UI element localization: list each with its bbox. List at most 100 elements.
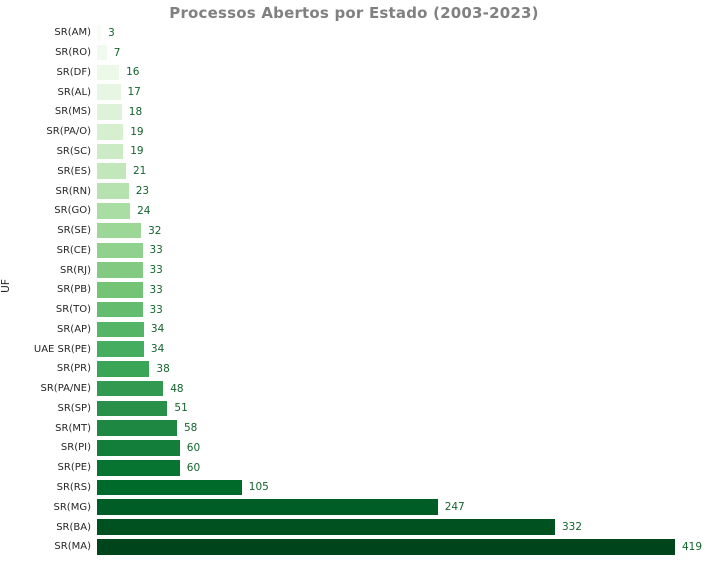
bar-row: SR(PA/NE) 48 xyxy=(0,379,708,399)
bar-value-label: 3 xyxy=(108,26,115,39)
bar-row: SR(SC) 19 xyxy=(0,142,708,162)
y-tick-label: SR(CE) xyxy=(56,244,91,256)
y-tick-label: SR(AM) xyxy=(54,27,91,39)
bar xyxy=(97,400,168,417)
y-tick-label: UAE SR(PE) xyxy=(33,343,91,355)
y-tick-label: SR(MT) xyxy=(55,422,91,434)
bar-value-label: 16 xyxy=(126,66,140,79)
bar xyxy=(97,519,555,535)
y-tick-label: SR(MS) xyxy=(54,106,91,118)
bar xyxy=(97,242,143,259)
bar xyxy=(97,163,126,180)
y-tick-label: SR(DF) xyxy=(56,66,91,78)
bar xyxy=(97,538,675,555)
bar xyxy=(97,25,102,41)
bar-row: SR(PA/O) 19 xyxy=(0,122,708,142)
bar-value-label: 33 xyxy=(149,283,163,296)
bar-value-label: 33 xyxy=(149,244,163,257)
y-tick-label: SR(AL) xyxy=(57,86,91,98)
bar-row: SR(SE) 32 xyxy=(0,221,708,241)
bar-value-label: 247 xyxy=(444,501,465,514)
bar-value-label: 60 xyxy=(186,461,201,474)
y-tick-label: SR(RS) xyxy=(56,481,91,493)
bar-row: SR(RJ) 33 xyxy=(0,260,708,280)
bar-row: SR(ES) 21 xyxy=(0,161,708,181)
bar-value-label: 60 xyxy=(186,441,201,454)
bar xyxy=(97,84,121,100)
bar xyxy=(97,420,177,436)
bar-value-label: 48 xyxy=(170,382,184,395)
bar-value-label: 33 xyxy=(149,303,163,316)
bar-value-label: 23 xyxy=(135,185,150,197)
chart-title: Processos Abertos por Estado (2003-2023) xyxy=(169,4,539,22)
bar xyxy=(97,104,122,120)
bar-row: SR(RO) 7 xyxy=(0,43,708,63)
bar-value-label: 105 xyxy=(248,481,269,494)
bar-value-label: 32 xyxy=(148,224,162,237)
y-tick-label: SR(SP) xyxy=(57,402,91,414)
bar xyxy=(97,301,143,318)
bar xyxy=(97,380,164,397)
bar-value-label: 17 xyxy=(127,86,141,99)
y-tick-label: SR(MG) xyxy=(53,501,91,513)
bar-value-label: 21 xyxy=(133,165,147,178)
bar-row: SR(GO) 24 xyxy=(0,201,708,221)
y-tick-label: SR(SC) xyxy=(56,145,91,157)
y-tick-label: SR(SE) xyxy=(57,225,91,237)
y-tick-label: SR(PI) xyxy=(60,442,91,454)
y-tick-label: SR(PB) xyxy=(57,284,91,296)
y-tick-label: SR(AP) xyxy=(57,323,91,335)
y-tick-label: SR(PR) xyxy=(56,363,91,375)
bar-row: SR(CE) 33 xyxy=(0,240,708,260)
y-tick-label: SR(PE) xyxy=(57,462,91,474)
y-tick-label: SR(PA/O) xyxy=(46,126,91,138)
bar-row: SR(MT) 58 xyxy=(0,418,708,438)
bar-row: SR(AL) 17 xyxy=(0,82,708,102)
bar xyxy=(97,499,438,516)
y-tick-label: SR(PA/NE) xyxy=(40,383,92,395)
bar-row: SR(BA) 332 xyxy=(0,517,708,537)
bar-value-label: 34 xyxy=(150,343,165,356)
bar-row: SR(PE) 60 xyxy=(0,458,708,478)
bar-row: UAE SR(PE) 34 xyxy=(0,339,708,359)
bar-value-label: 19 xyxy=(130,125,144,138)
y-tick-label: SR(RJ) xyxy=(60,264,91,276)
bar-row: SR(AP) 34 xyxy=(0,319,708,339)
bar-value-label: 33 xyxy=(149,264,163,277)
bar-row: SR(RN) 23 xyxy=(0,181,708,201)
bar xyxy=(97,202,131,219)
bar xyxy=(97,341,144,357)
bar-value-label: 51 xyxy=(174,402,188,415)
bar xyxy=(97,123,124,140)
bar-row: SR(PI) 60 xyxy=(0,438,708,458)
y-tick-label: SR(RO) xyxy=(55,47,91,59)
bar xyxy=(97,183,129,199)
y-tick-label: SR(BA) xyxy=(56,521,91,533)
bar xyxy=(97,222,142,239)
y-tick-label: SR(MA) xyxy=(54,541,91,553)
y-tick-label: SR(TO) xyxy=(55,304,91,316)
bar-row: SR(MA) 419 xyxy=(0,537,708,557)
bar-chart-plot-area: SR(AM) 3 SR(RO) 7 SR(DF) 16 SR(AL) 17 SR(MS) 18 SR… xyxy=(0,23,708,557)
bar-row: SR(TO) 33 xyxy=(0,300,708,320)
bar xyxy=(97,44,107,61)
bar-row: SR(RS) 105 xyxy=(0,478,708,498)
bar-value-label: 34 xyxy=(150,323,165,336)
bar xyxy=(97,459,180,476)
bar xyxy=(97,321,144,338)
bar-row: SR(PB) 33 xyxy=(0,280,708,300)
bar-row: SR(PR) 38 xyxy=(0,359,708,379)
bar xyxy=(97,361,150,377)
y-tick-label: SR(RN) xyxy=(55,185,91,197)
bar-row: SR(MG) 247 xyxy=(0,497,708,517)
bar xyxy=(97,64,120,81)
bar-value-label: 58 xyxy=(184,422,198,435)
bar-value-label: 24 xyxy=(137,204,151,217)
bar-value-label: 38 xyxy=(156,362,170,375)
bar xyxy=(97,440,180,456)
bar xyxy=(97,143,124,160)
bar-value-label: 332 xyxy=(562,521,583,534)
bar xyxy=(97,262,143,278)
bar xyxy=(97,479,242,496)
y-tick-label: SR(ES) xyxy=(57,165,91,177)
